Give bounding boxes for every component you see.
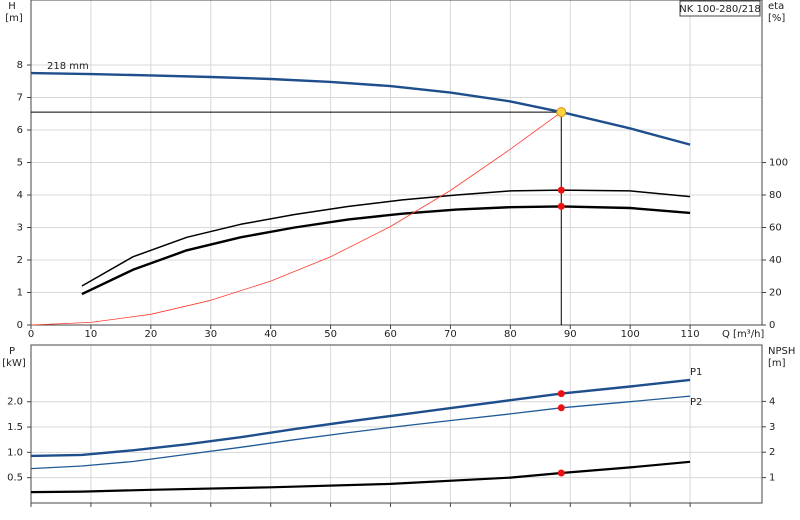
x-tick-label: 50 (324, 329, 337, 340)
x-tick-label: 80 (504, 329, 517, 340)
y2-axis-label: eta (768, 1, 784, 12)
y-tick-label: 2 (17, 255, 23, 266)
y-tick-label: 0.5 (7, 473, 23, 484)
x-tick-label: 60 (384, 329, 397, 340)
curve (30, 395, 691, 470)
x-tick-label: 40 (264, 329, 277, 340)
x-tick-label: 20 (144, 329, 157, 340)
x-axis-label: Q [m³/h] (722, 329, 764, 340)
operating-dot (557, 390, 565, 398)
x-tick-label: 100 (621, 329, 640, 340)
y-tick-label: 8 (17, 60, 23, 71)
y2-tick-label: 20 (769, 288, 782, 299)
y-tick-label: 0 (17, 320, 23, 331)
x-tick-label: 90 (564, 329, 577, 340)
y-tick-label: 4 (17, 190, 23, 201)
y2-axis-label: NPSH (768, 346, 795, 357)
y-axis-label: P (9, 346, 15, 357)
y2-tick-label: 60 (769, 223, 782, 234)
y-axis-unit: [kW] (2, 358, 26, 369)
curve-label: P2 (690, 397, 702, 408)
curve (81, 205, 691, 296)
x-tick-label: 30 (204, 329, 217, 340)
curve (30, 460, 691, 494)
y-axis-unit: [m] (5, 13, 23, 24)
y2-axis-unit: [%] (768, 13, 785, 24)
y2-axis-unit: [m] (768, 358, 786, 369)
y-tick-label: 6 (17, 125, 23, 136)
y2-tick-label: 2 (769, 447, 775, 458)
x-tick-label: 70 (444, 329, 457, 340)
x-tick-label: 0 (28, 329, 34, 340)
y-tick-label: 2.0 (7, 397, 23, 408)
curve (30, 71, 691, 146)
title-box (679, 0, 761, 17)
operating-dot (557, 186, 565, 194)
y-tick-label: 3 (17, 223, 23, 234)
y-axis-label: H (8, 1, 16, 12)
y2-tick-label: 40 (769, 255, 782, 266)
curve (81, 189, 691, 287)
y2-tick-label: 3 (769, 422, 775, 433)
plot-frame (30, 0, 763, 326)
plot-frame (30, 344, 763, 504)
y2-tick-label: 0 (769, 320, 775, 331)
y-tick-label: 7 (17, 93, 23, 104)
y-tick-label: 1.5 (7, 422, 23, 433)
y2-tick-label: 1 (769, 473, 775, 484)
y2-tick-label: 80 (769, 190, 782, 201)
duty-point (556, 107, 567, 118)
curve (30, 378, 691, 458)
chart-title: NK 100-280/218 (679, 4, 760, 15)
y-tick-label: 5 (17, 158, 23, 169)
curve-label: 218 mm (47, 61, 89, 72)
curve (30, 111, 562, 326)
y-tick-label: 1.0 (7, 447, 23, 458)
operating-dot (557, 469, 565, 477)
y2-tick-label: 100 (769, 158, 788, 169)
x-tick-label: 10 (85, 329, 98, 340)
y2-tick-label: 4 (769, 396, 775, 407)
x-tick-label: 110 (681, 329, 700, 340)
operating-dot (557, 404, 565, 412)
operating-dot (557, 202, 565, 210)
curve-label: P1 (690, 367, 702, 378)
y-tick-label: 1 (17, 288, 23, 299)
